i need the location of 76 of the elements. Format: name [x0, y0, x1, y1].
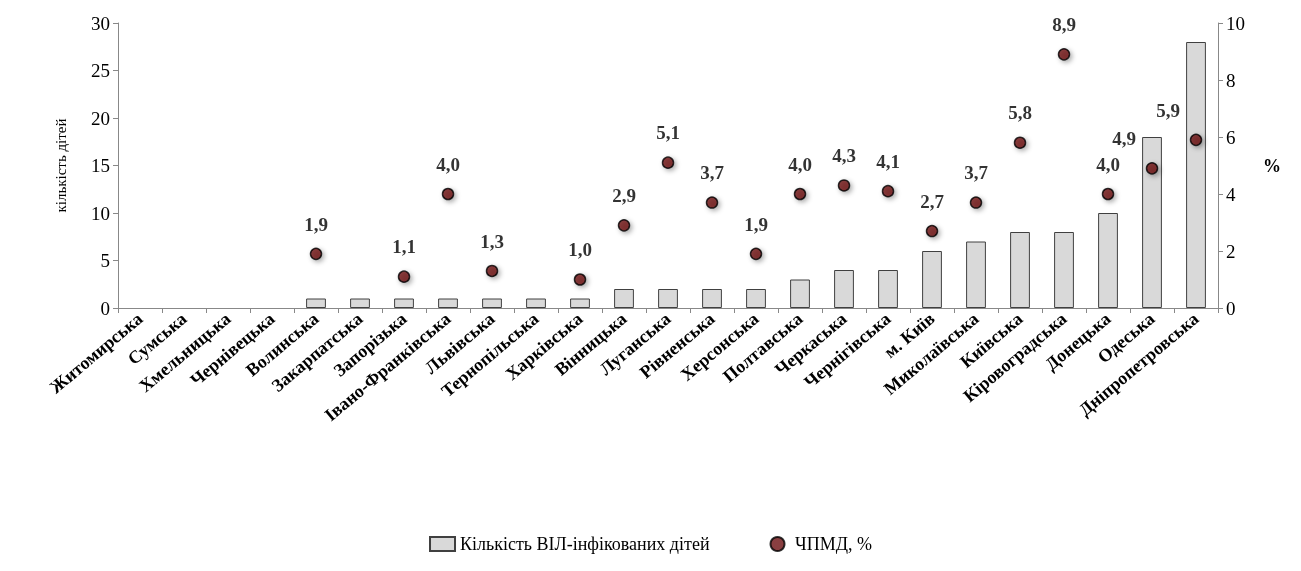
point: [1145, 162, 1159, 175]
bar: [526, 298, 546, 308]
bar: [350, 298, 370, 308]
data-label: 1,0: [568, 239, 592, 261]
bar: [438, 298, 458, 308]
y2-tick-label: 6: [1226, 126, 1236, 148]
point: [1057, 48, 1071, 61]
y-tick-label: 20: [91, 107, 110, 129]
bar: [658, 289, 678, 308]
bar: [1054, 232, 1074, 308]
y2-tick-label: 0: [1226, 297, 1236, 319]
y2-tick-label: 4: [1226, 183, 1236, 205]
bar: [702, 289, 722, 308]
point: [1101, 187, 1115, 201]
legend-label: Кількість ВІЛ-інфікованих дітей: [460, 534, 710, 554]
data-label: 4,0: [1096, 153, 1120, 175]
bar: [482, 298, 502, 308]
point: [661, 156, 675, 169]
bar: [790, 279, 810, 308]
y-tick-label: 10: [91, 202, 110, 224]
bar: [570, 298, 590, 308]
point: [397, 270, 411, 283]
bar: [834, 270, 854, 308]
legend-label: ЧПМД, %: [795, 534, 872, 554]
bar: [1098, 213, 1118, 308]
data-label: 4,0: [788, 153, 812, 175]
y-tick-label: 5: [100, 250, 110, 271]
bar: [1010, 232, 1030, 308]
y-axis-title: кількість дітей: [52, 118, 69, 213]
data-label: 1,1: [392, 236, 416, 258]
point: [793, 187, 807, 201]
bar: [1186, 42, 1206, 308]
data-label: 8,9: [1052, 14, 1076, 36]
point: [1189, 133, 1203, 147]
data-label: 2,9: [612, 185, 636, 207]
bar: [922, 251, 942, 308]
y2-tick-label: 2: [1226, 240, 1236, 262]
bar: [614, 289, 634, 308]
bar: [306, 298, 326, 308]
point: [309, 247, 323, 261]
bar: [394, 298, 414, 308]
point: [837, 179, 851, 192]
data-label: 3,7: [964, 162, 989, 184]
y-tick-label: 30: [91, 12, 110, 34]
bar: [1142, 137, 1162, 308]
data-label: 4,3: [832, 145, 856, 167]
y-tick-label: 15: [91, 155, 110, 176]
point: [485, 264, 499, 278]
point: [749, 247, 763, 261]
bar: [746, 289, 766, 308]
point: [441, 187, 455, 201]
data-label: 3,7: [700, 162, 725, 184]
data-label: 4,0: [436, 153, 460, 175]
y2-axis-title: %: [1263, 155, 1281, 176]
y2-tick-label: 8: [1226, 69, 1236, 91]
data-label: 4,9: [1112, 128, 1136, 150]
y-tick-label: 25: [91, 60, 110, 81]
data-label: 5,8: [1008, 102, 1032, 124]
point: [969, 196, 983, 209]
data-label: 2,7: [920, 190, 945, 212]
data-label: 5,9: [1156, 99, 1180, 121]
point: [617, 219, 631, 232]
point: [881, 184, 895, 198]
bar: [966, 241, 986, 308]
data-label: 5,1: [656, 122, 680, 144]
data-label: 4,1: [876, 150, 900, 172]
point: [925, 224, 939, 238]
data-label: 1,9: [304, 213, 328, 235]
point: [573, 273, 587, 286]
bar: [878, 270, 898, 308]
y-tick-label: 0: [100, 297, 110, 319]
y2-tick-label: 10: [1226, 12, 1245, 34]
data-label: 1,3: [480, 230, 504, 252]
point: [1013, 136, 1027, 149]
point: [705, 196, 719, 209]
data-label: 1,9: [744, 213, 768, 235]
